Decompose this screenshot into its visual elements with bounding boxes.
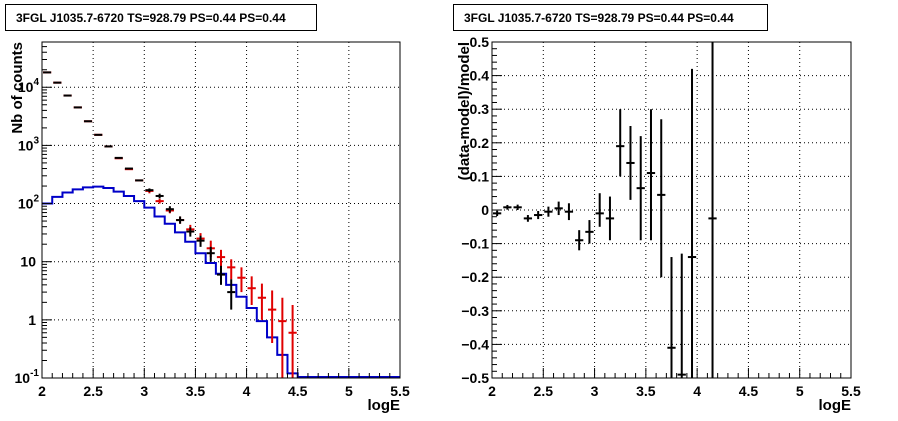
left-y-tick-label: 103 xyxy=(18,135,40,153)
right-x-tick-label: 2.5 xyxy=(534,383,554,399)
right-x-tick-label: 3.5 xyxy=(636,383,656,399)
right-data xyxy=(493,42,717,378)
y-tick-exponent: 4 xyxy=(33,77,39,88)
right-y-axis-label: (data-model)/model xyxy=(456,42,473,180)
right-y-tick-label: 0.3 xyxy=(470,101,490,117)
left-x-tick-label: 2 xyxy=(38,383,46,399)
left-x-tick-label: 3.5 xyxy=(186,383,206,399)
left-x-tick-label: 5.5 xyxy=(390,383,410,399)
left-frame xyxy=(41,41,401,379)
left-y-tick-label: 1 xyxy=(28,312,36,328)
right-y-tick-label: −0.2 xyxy=(461,269,489,285)
right-x-tick-label: 3 xyxy=(591,383,599,399)
right-x-tick-label: 5 xyxy=(796,383,804,399)
y-tick-base: 10 xyxy=(18,137,34,153)
right-x-tick-label: 4 xyxy=(693,383,701,399)
left-y-tick-label: 102 xyxy=(18,194,40,212)
right-plot-title: 3FGL J1035.7-6720 TS=928.79 PS=0.44 PS=0… xyxy=(453,4,768,31)
right-x-tick-label: 5.5 xyxy=(841,383,861,399)
right-axes: 2 2.5 3 3.5 4 4.5 5 5.5 −0.5 −0.4 −0.3 −0.2 −0.1 0 0.1… xyxy=(461,34,861,399)
right-y-tick-label: 0.5 xyxy=(470,34,490,50)
right-y-tick-label: 0.1 xyxy=(470,168,490,184)
right-x-tick-label: 2 xyxy=(488,383,496,399)
right-grid xyxy=(492,42,851,378)
right-y-tick-label: 0.4 xyxy=(470,68,490,84)
left-grid xyxy=(42,42,400,378)
right-y-tick-label: −0.4 xyxy=(461,336,489,352)
y-tick-exponent: 3 xyxy=(33,135,39,146)
left-x-tick-label: 3 xyxy=(140,383,148,399)
right-y-tick-label: −0.5 xyxy=(461,370,489,386)
right-plot-residuals: 2 2.5 3 3.5 4 4.5 5 5.5 −0.5 −0.4 −0.3 −0.2 −0.1 0 0.1… xyxy=(456,34,861,414)
left-y-axis-label: Nb of counts xyxy=(9,42,26,134)
left-x-tick-label: 2.5 xyxy=(83,383,103,399)
y-tick-base: 10 xyxy=(18,196,34,212)
left-x-axis-label: logE xyxy=(368,397,401,414)
right-x-tick-label: 4.5 xyxy=(739,383,759,399)
left-y-tick-label: 10-1 xyxy=(15,368,40,386)
right-x-axis-label: logE xyxy=(819,397,852,414)
y-tick-exponent: 2 xyxy=(33,194,39,205)
left-plot-title: 3FGL J1035.7-6720 TS=928.79 PS=0.44 PS=0… xyxy=(5,4,317,31)
left-data xyxy=(42,71,400,378)
right-y-tick-label: −0.1 xyxy=(461,236,489,252)
y-tick-base: 10 xyxy=(18,79,34,95)
right-y-tick-label: −0.3 xyxy=(461,303,489,319)
y-tick-exponent: -1 xyxy=(30,368,39,379)
left-x-tick-label: 4.5 xyxy=(288,383,308,399)
right-y-tick-label: 0.2 xyxy=(470,135,490,151)
y-tick-base: 10 xyxy=(15,370,31,386)
left-x-tick-label: 4 xyxy=(243,383,251,399)
right-y-tick-label: 0 xyxy=(481,202,489,218)
model-histogram-line xyxy=(42,185,400,378)
left-y-tick-label: 10 xyxy=(20,254,36,270)
left-y-tick-label: 104 xyxy=(18,77,40,95)
left-x-tick-label: 5 xyxy=(345,383,353,399)
